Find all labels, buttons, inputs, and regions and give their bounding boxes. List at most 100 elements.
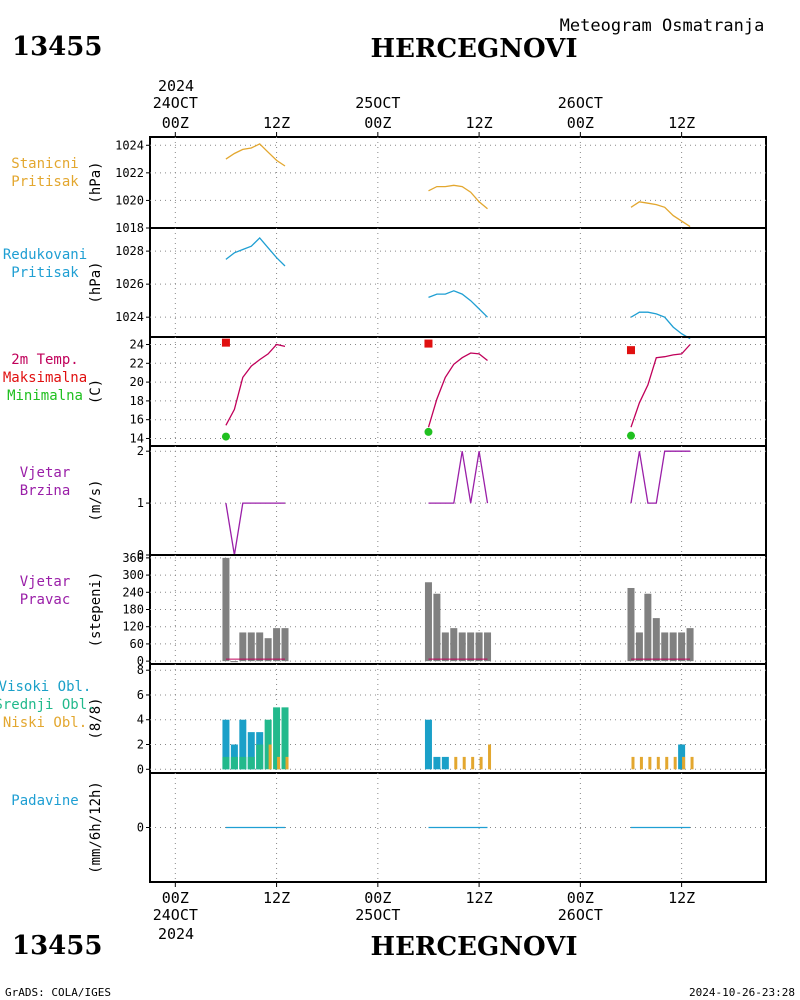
wind-dir-bar (661, 632, 669, 662)
y-tick-label: 0 (137, 654, 144, 668)
station-id-bottom: 13455 (12, 931, 102, 961)
y-tick-label: 1020 (115, 193, 144, 207)
y-tick-label: 1022 (115, 166, 144, 180)
cloud-bar (462, 756, 466, 770)
cloud-bar (441, 756, 449, 770)
bottom-hour-label: 12Z (466, 889, 493, 907)
series-line (225, 236, 286, 267)
y-tick-label: 20 (130, 375, 144, 389)
series-line (225, 502, 285, 556)
cloud-bar (247, 732, 255, 770)
y-tick-label: 2 (137, 738, 144, 752)
panel-frame (149, 227, 767, 338)
y-tick-label: 360 (122, 551, 144, 565)
cloud-bar (277, 756, 281, 770)
cloud-bar (656, 756, 660, 770)
y-tick-label: 60 (130, 637, 144, 651)
bottom-hour-label: 00Z (364, 889, 391, 907)
panels: 1018102010221024(hPa)StanicniPritisak102… (0, 136, 767, 883)
wind-dir-bar (678, 632, 686, 662)
wind-dir-bar (433, 593, 441, 662)
y-tick-label: 4 (137, 713, 144, 727)
y-tick-label: 0 (137, 762, 144, 776)
panel-label: Padavine (11, 793, 78, 809)
cloud-bar (631, 756, 635, 770)
wind-dir-bar (458, 632, 466, 662)
panel-unit-label: (hPa) (88, 261, 104, 303)
panel-label: Redukovani (3, 247, 87, 263)
wind-dir-bar (635, 632, 643, 662)
y-tick-label: 16 (130, 413, 144, 427)
panel-label: Niski Obl. (3, 715, 87, 731)
bottom-hour-label: 12Z (668, 889, 695, 907)
series-line (428, 184, 488, 210)
y-tick-label: 24 (130, 338, 144, 352)
panel-label: Pritisak (11, 265, 79, 281)
bottom-hour-label: 00Z (567, 889, 594, 907)
wind-dir-bar (281, 628, 289, 662)
series-line (630, 201, 691, 228)
bottom-axis-year: 2024 (158, 925, 194, 943)
cloud-bar (678, 744, 686, 770)
wind-dir-bar (644, 593, 652, 662)
panel-unit-label: (C) (88, 379, 104, 404)
wind-dir-bar (467, 632, 475, 662)
cloud-bar (247, 756, 255, 770)
cloud-bar (479, 756, 483, 770)
panel-label: Visoki Obl. (0, 679, 91, 695)
y-tick-label: 0 (137, 821, 144, 835)
y-tick-label: 1018 (115, 221, 144, 235)
series-line (630, 344, 691, 428)
wind-dir-bar (230, 661, 238, 663)
bottom-day-label: 24OCT (153, 906, 198, 924)
max-marker (424, 339, 433, 348)
panel-label: Srednji Obl. (0, 697, 96, 713)
panel-wind_speed: 0 1 2 (m/s) Vjetar Brzina (20, 444, 767, 562)
panel-unit-label: (8/8) (88, 697, 104, 739)
panel-label: Pravac (20, 592, 71, 608)
cloud-bar (222, 756, 230, 770)
panel-label: Vjetar (20, 574, 71, 590)
wind-dir-bar (247, 632, 255, 662)
cloud-bar (488, 744, 492, 770)
cloud-bar (690, 756, 694, 770)
panel-frame (149, 445, 767, 556)
panel-label: Minimalna (7, 388, 83, 404)
wind-dir-bar (264, 638, 272, 662)
top-hour-label: 12Z (668, 114, 695, 132)
wind-dir-bar (424, 582, 432, 662)
panel-pressure: 1018 1020 1022 1024 (hPa) Stanicni Pritisak (11, 136, 767, 235)
y-tick-label: 300 (122, 568, 144, 582)
panel-label: 2m Temp. (11, 352, 78, 368)
panel-unit-label: (hPa) (88, 161, 104, 203)
series-line (630, 311, 691, 340)
footer-credit: GrADS: COLA/IGES (5, 986, 111, 999)
wind-dir-bar (273, 628, 281, 662)
min-marker (221, 432, 230, 441)
cloud-bar (239, 719, 247, 770)
top-axis-year: 2024 (158, 77, 194, 95)
y-tick-label: 22 (130, 356, 144, 370)
y-tick-label: 120 (122, 620, 144, 634)
top-hour-label: 00Z (162, 114, 189, 132)
y-tick-label: 240 (122, 585, 144, 599)
cloud-bar (230, 756, 238, 770)
y-tick-label: 6 (137, 688, 144, 702)
max-marker (626, 346, 635, 355)
panel-unit-label: (m/s) (88, 479, 104, 521)
series-line (225, 343, 286, 426)
y-tick-label: 18 (130, 394, 144, 408)
panel-label: Stanicni (11, 156, 78, 172)
cloud-bar (648, 756, 652, 770)
top-day-label: 25OCT (355, 94, 400, 112)
bottom-day-label: 26OCT (558, 906, 603, 924)
wind-dir-bar (669, 632, 677, 662)
cloud-bar (239, 756, 247, 770)
station-id-top: 13455 (12, 32, 102, 62)
station-name-bottom: HERCEGNOVI (371, 932, 578, 962)
panel-precip: 0 (mm/6h/12h) Padavine (11, 772, 767, 883)
product-title: Meteogram Osmatranja (560, 16, 765, 36)
bottom-day-label: 25OCT (355, 906, 400, 924)
